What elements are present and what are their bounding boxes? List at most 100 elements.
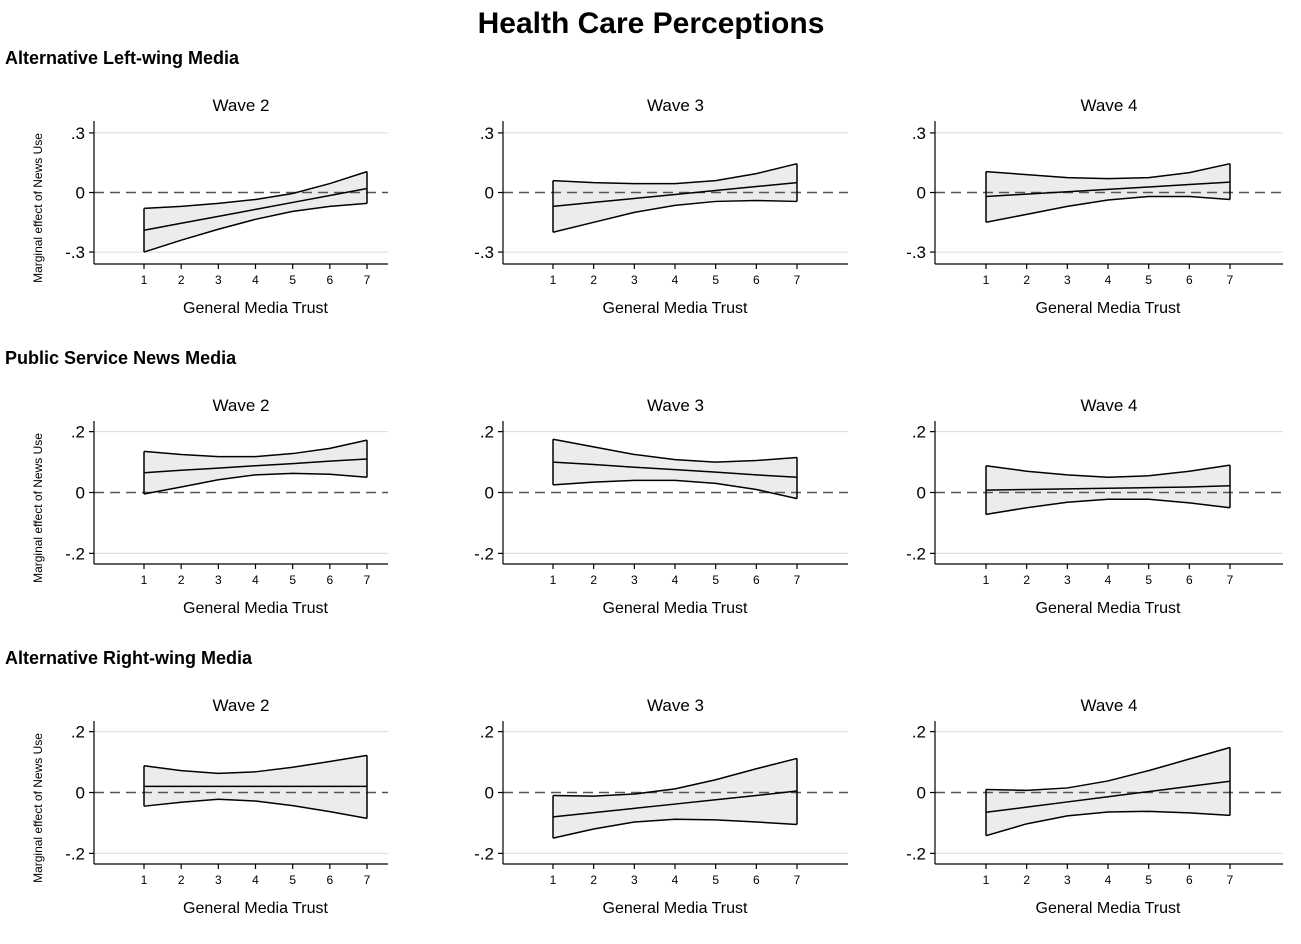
panel-title: Wave 4 [1080, 696, 1137, 715]
lower-bound-line [985, 810, 1231, 837]
x-tick-label: 5 [289, 273, 296, 287]
confidence-band [553, 758, 797, 839]
y-tick-label: 0 [76, 184, 85, 203]
panel-title: Wave 2 [212, 96, 269, 115]
x-tick-label: 5 [1145, 873, 1152, 887]
confidence-band [553, 163, 797, 233]
x-tick-label: 3 [1064, 873, 1071, 887]
x-tick-label: 4 [252, 273, 259, 287]
row-3: Alternative Right-wing Media Marginal eff… [5, 648, 1283, 917]
x-tick-label: 2 [178, 273, 185, 287]
chart-rows: Alternative Left-wing Media Marginal effe… [5, 48, 1283, 917]
x-tick-label: 6 [1186, 873, 1193, 887]
x-tick-label: 7 [364, 273, 371, 287]
lower-bound-line [143, 472, 368, 495]
x-tick-label: 4 [672, 273, 679, 287]
x-tick-label: 7 [1227, 573, 1234, 587]
x-axis-label: General Media Trust [1036, 600, 1182, 617]
lower-bound-line [985, 195, 1231, 224]
estimate-line [552, 461, 798, 479]
estimate-line [985, 780, 1231, 814]
panel-wave-4: Wave 4 .2 0 -.2 1 2 3 4 5 6 7 General Media Trust [906, 396, 1283, 617]
x-tick-label: 6 [326, 273, 333, 287]
lower-bound-line [552, 199, 798, 233]
x-tick-label: 1 [983, 573, 990, 587]
y-tick-label: .2 [71, 723, 85, 742]
lower-bound-line [552, 818, 798, 839]
x-tick-label: 3 [215, 573, 222, 587]
upper-bound-line [985, 162, 1231, 180]
y-tick-label: 0 [917, 184, 926, 203]
row-1: Alternative Left-wing Media Marginal effe… [5, 48, 1283, 317]
x-tick-label: 1 [983, 873, 990, 887]
confidence-band [986, 465, 1230, 515]
x-tick-label: 3 [215, 873, 222, 887]
x-tick-label: 6 [326, 873, 333, 887]
x-axis-label: General Media Trust [603, 300, 749, 317]
x-tick-label: 4 [252, 573, 259, 587]
y-tick-label: .2 [71, 423, 85, 442]
y-axis-label: Marginal effect of News Use [31, 433, 45, 583]
section-title: Public Service News Media [5, 348, 237, 368]
x-tick-label: 2 [1023, 573, 1030, 587]
section-title: Alternative Right-wing Media [5, 648, 253, 668]
x-tick-label: 2 [178, 573, 185, 587]
lower-bound-line [143, 798, 368, 820]
x-tick-label: 5 [712, 273, 719, 287]
x-tick-label: 4 [1105, 573, 1112, 587]
panel-wave-3: Wave 3 .2 0 -.2 1 2 3 4 5 6 7 General Media Trust [474, 696, 848, 917]
confidence-band [144, 440, 367, 495]
x-axis-label: General Media Trust [603, 600, 749, 617]
y-tick-label: -.2 [474, 844, 494, 863]
row-2: Public Service News Media Marginal effect… [5, 348, 1283, 617]
y-tick-label: -.2 [65, 844, 85, 863]
x-tick-label: 7 [1227, 873, 1234, 887]
x-tick-label: 6 [1186, 273, 1193, 287]
x-tick-label: 6 [1186, 573, 1193, 587]
y-tick-label: .3 [71, 124, 85, 143]
panel-wave-3: Wave 3 .2 0 -.2 1 2 3 4 5 6 7 General Media Trust [474, 396, 848, 617]
x-tick-label: 2 [178, 873, 185, 887]
y-tick-label: .3 [912, 124, 926, 143]
x-tick-label: 6 [753, 573, 760, 587]
x-tick-label: 3 [215, 273, 222, 287]
x-axis-label: General Media Trust [183, 900, 329, 917]
x-tick-label: 3 [631, 573, 638, 587]
x-tick-label: 3 [1064, 273, 1071, 287]
x-tick-label: 1 [141, 273, 148, 287]
lower-bound-line [143, 202, 368, 253]
x-tick-label: 7 [364, 573, 371, 587]
estimate-line [985, 485, 1231, 491]
x-tick-label: 2 [590, 873, 597, 887]
y-tick-label: -.3 [474, 243, 494, 262]
upper-bound-line [143, 439, 368, 458]
y-tick-label: 0 [76, 484, 85, 503]
panel-title: Wave 3 [647, 696, 704, 715]
upper-bound-line [985, 746, 1231, 792]
panel-wave-2: Wave 2 .2 0 -.2 1 2 3 4 5 6 7 General Media Trust [65, 696, 388, 917]
panel-title: Wave 2 [212, 696, 269, 715]
section-title: Alternative Left-wing Media [5, 48, 240, 68]
panel-wave-4: Wave 4 .2 0 -.2 1 2 3 4 5 6 7 General Media Trust [906, 696, 1283, 917]
x-tick-label: 6 [326, 573, 333, 587]
x-tick-label: 7 [1227, 273, 1234, 287]
panel-wave-2: Wave 2 .2 0 -.2 1 2 3 4 5 6 7 General Media Trust [65, 396, 388, 617]
x-tick-label: 4 [672, 873, 679, 887]
estimate-line [552, 790, 798, 818]
x-tick-label: 5 [289, 573, 296, 587]
x-tick-label: 4 [252, 873, 259, 887]
estimate-line [552, 181, 798, 208]
y-tick-label: 0 [917, 784, 926, 803]
panel-title: Wave 4 [1080, 396, 1137, 415]
x-tick-label: 1 [141, 573, 148, 587]
y-tick-label: -.2 [906, 844, 926, 863]
y-axis-label: Marginal effect of News Use [31, 133, 45, 283]
y-tick-label: -.2 [65, 544, 85, 563]
x-tick-label: 5 [1145, 573, 1152, 587]
x-tick-label: 6 [753, 873, 760, 887]
y-tick-label: .3 [480, 124, 494, 143]
x-tick-label: 3 [631, 873, 638, 887]
confidence-band [986, 747, 1230, 836]
x-axis-label: General Media Trust [183, 600, 329, 617]
